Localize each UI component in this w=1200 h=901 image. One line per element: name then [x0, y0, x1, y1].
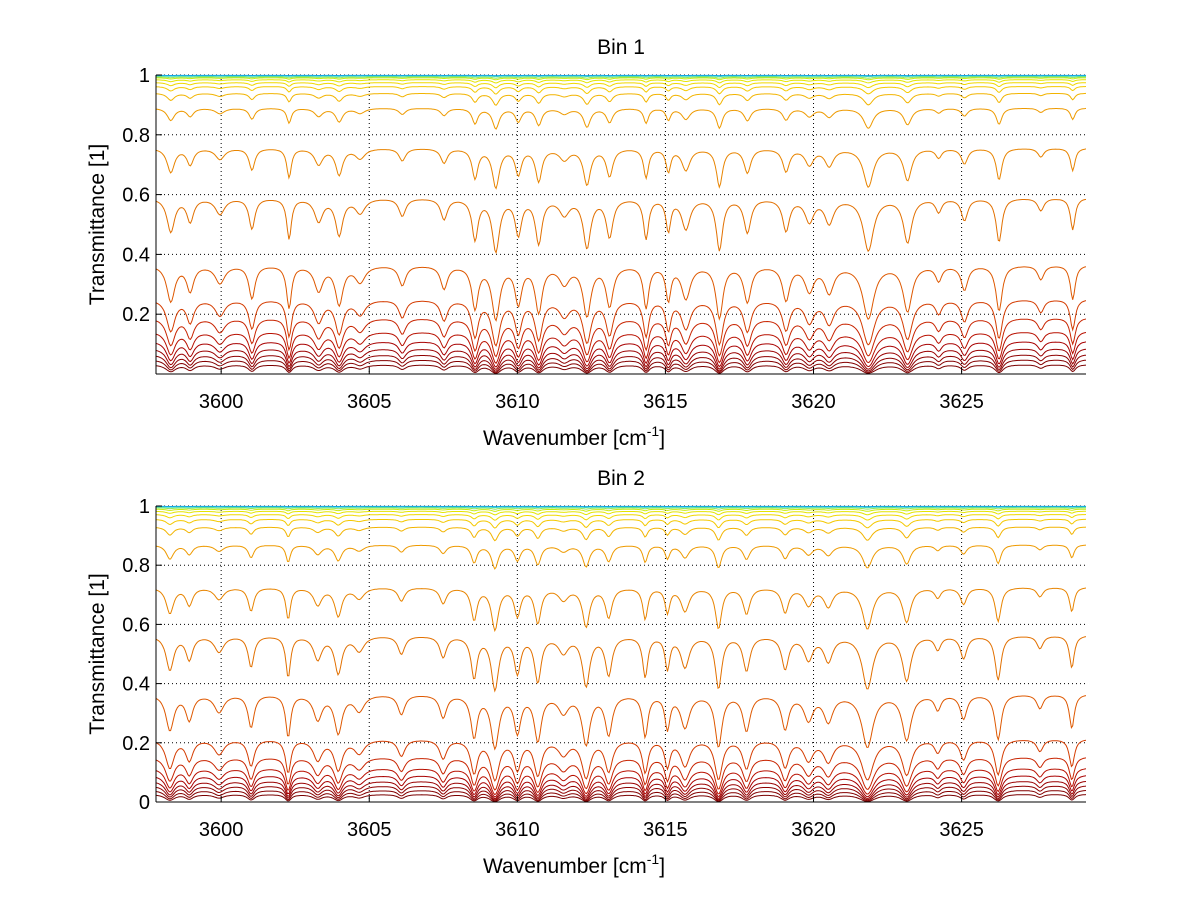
series-line: [156, 781, 1086, 800]
x-axis-label-text: Wavenumber [cm: [483, 855, 647, 878]
x-tick-label: 3615: [643, 391, 688, 413]
series-line: [156, 526, 1086, 542]
series-line: [156, 266, 1086, 322]
series-line: [156, 775, 1086, 798]
series-line: [156, 75, 1086, 78]
series-line: [156, 510, 1086, 516]
x-tick-label: 3600: [199, 391, 244, 413]
series-line: [156, 518, 1086, 529]
chart-bin-1: 3600 3605 3610 3615 3620 3625 0.2 0.4 0.6 0.8 1 Bin…: [86, 36, 1086, 450]
series-line: [156, 359, 1086, 373]
series-line: [156, 587, 1086, 633]
y-tick-label: 1: [139, 496, 150, 518]
y-tick-label: 0: [139, 792, 150, 814]
y-axis-label: Transmittance [1]: [86, 573, 109, 734]
series-line: [156, 318, 1086, 358]
series-line: [156, 364, 1086, 374]
x-tick-label: 3625: [939, 391, 984, 413]
chart-bin-2: 3600 3605 3610 3615 3620 3625 0 0.2 0.4 0.6 0.8 1 Bi…: [86, 467, 1086, 878]
series-line: [156, 790, 1086, 802]
series-line: [156, 107, 1086, 130]
plot-area: [156, 506, 1086, 802]
y-tick-label: 0.2: [122, 733, 150, 755]
x-axis-label-superscript: -1: [647, 423, 660, 439]
x-axis-label-superscript: -1: [647, 851, 660, 867]
x-tick-label: 3610: [495, 819, 540, 841]
series-line: [156, 757, 1086, 791]
y-tick-label: 0.4: [122, 244, 150, 266]
series-line: [156, 506, 1086, 509]
y-tick-label: 0.6: [122, 185, 150, 207]
series-line: [156, 198, 1086, 255]
series-line: [156, 300, 1086, 347]
x-tick-label: 3615: [643, 819, 688, 841]
y-tick-label: 0.4: [122, 674, 150, 696]
x-axis-label-end: ]: [659, 855, 665, 878]
series-line: [156, 77, 1086, 81]
chart-title: Bin 1: [597, 36, 645, 59]
series-line: [156, 544, 1086, 570]
series-line: [156, 695, 1086, 751]
series-line: [156, 332, 1086, 364]
x-tick-label: 3610: [495, 391, 540, 413]
x-axis-label-text: Wavenumber [cm: [483, 427, 647, 450]
series-line: [156, 739, 1086, 782]
series-line: [156, 86, 1086, 95]
series-line: [156, 508, 1086, 512]
x-axis-label: Wavenumber [cm-1]: [483, 851, 665, 878]
x-axis-label-end: ]: [659, 427, 665, 450]
series-line: [156, 785, 1086, 801]
x-tick-label: 3620: [791, 819, 836, 841]
series-line: [156, 636, 1086, 693]
series-line: [156, 348, 1086, 370]
x-tick-label: 3605: [347, 391, 392, 413]
series-line: [156, 514, 1086, 521]
series-line: [156, 79, 1086, 84]
series-line: [156, 148, 1086, 190]
y-tick-label: 1: [139, 65, 150, 87]
y-axis-label: Transmittance [1]: [86, 144, 109, 305]
series-group: [156, 74, 1086, 374]
x-tick-label: 3620: [791, 391, 836, 413]
y-tick-label: 0.8: [122, 555, 150, 577]
series-line: [156, 768, 1086, 796]
series-line: [156, 354, 1086, 372]
series-line: [156, 82, 1086, 89]
x-tick-label: 3600: [199, 819, 244, 841]
y-tick-label: 0.2: [122, 304, 150, 326]
x-tick-label: 3605: [347, 819, 392, 841]
series-line: [156, 92, 1086, 106]
y-tick-label: 0.8: [122, 125, 150, 147]
series-line: [156, 76, 1086, 79]
series-group: [156, 505, 1086, 802]
series-line: [156, 794, 1086, 802]
plot-area: [156, 75, 1086, 374]
y-tick-label: 0.6: [122, 614, 150, 636]
x-tick-label: 3625: [939, 819, 984, 841]
chart-title: Bin 2: [597, 467, 645, 490]
series-line: [156, 507, 1086, 510]
x-axis-label: Wavenumber [cm-1]: [483, 423, 665, 450]
series-line: [156, 341, 1086, 368]
